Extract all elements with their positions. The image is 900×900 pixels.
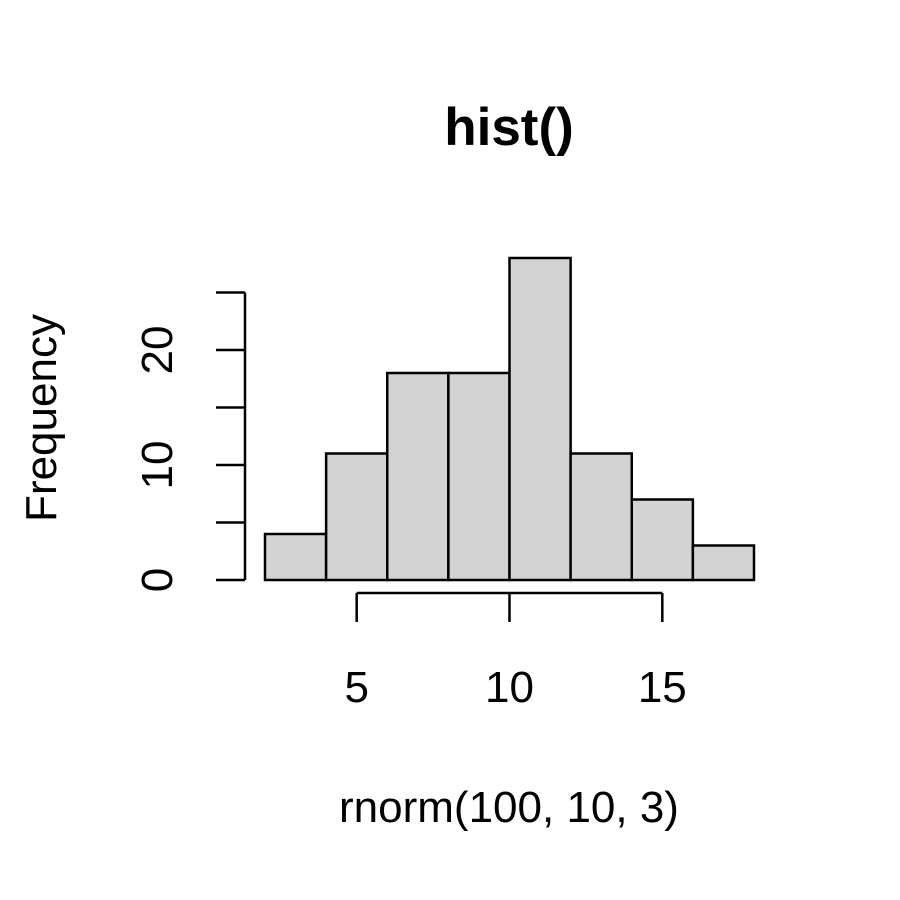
histogram-bar-3 [386, 371, 450, 582]
histogram-bar-5 [508, 256, 572, 582]
histogram-bar-4 [447, 371, 511, 582]
x-axis-title: rnorm(100, 10, 3) [339, 783, 679, 832]
x-tick-label-10: 10 [485, 663, 534, 712]
chart-title: hist() [444, 98, 574, 157]
y-tick-label-20: 20 [133, 326, 182, 375]
histogram-bar-2 [324, 452, 389, 582]
y-axis: 0 10 20 [133, 291, 247, 592]
histogram-bar-8 [691, 544, 756, 582]
histogram-bar-7 [630, 498, 695, 582]
x-tick-label-5: 5 [344, 663, 368, 712]
y-tick-label-10: 10 [133, 441, 182, 490]
bars-group [263, 256, 756, 582]
y-axis-title: Frequency [17, 314, 66, 522]
histogram-bar-6 [569, 452, 633, 582]
x-tick-label-15: 15 [638, 663, 687, 712]
y-tick-label-0: 0 [133, 568, 182, 592]
x-axis: 5 10 15 [344, 591, 687, 712]
histogram-bar-1 [263, 532, 328, 582]
